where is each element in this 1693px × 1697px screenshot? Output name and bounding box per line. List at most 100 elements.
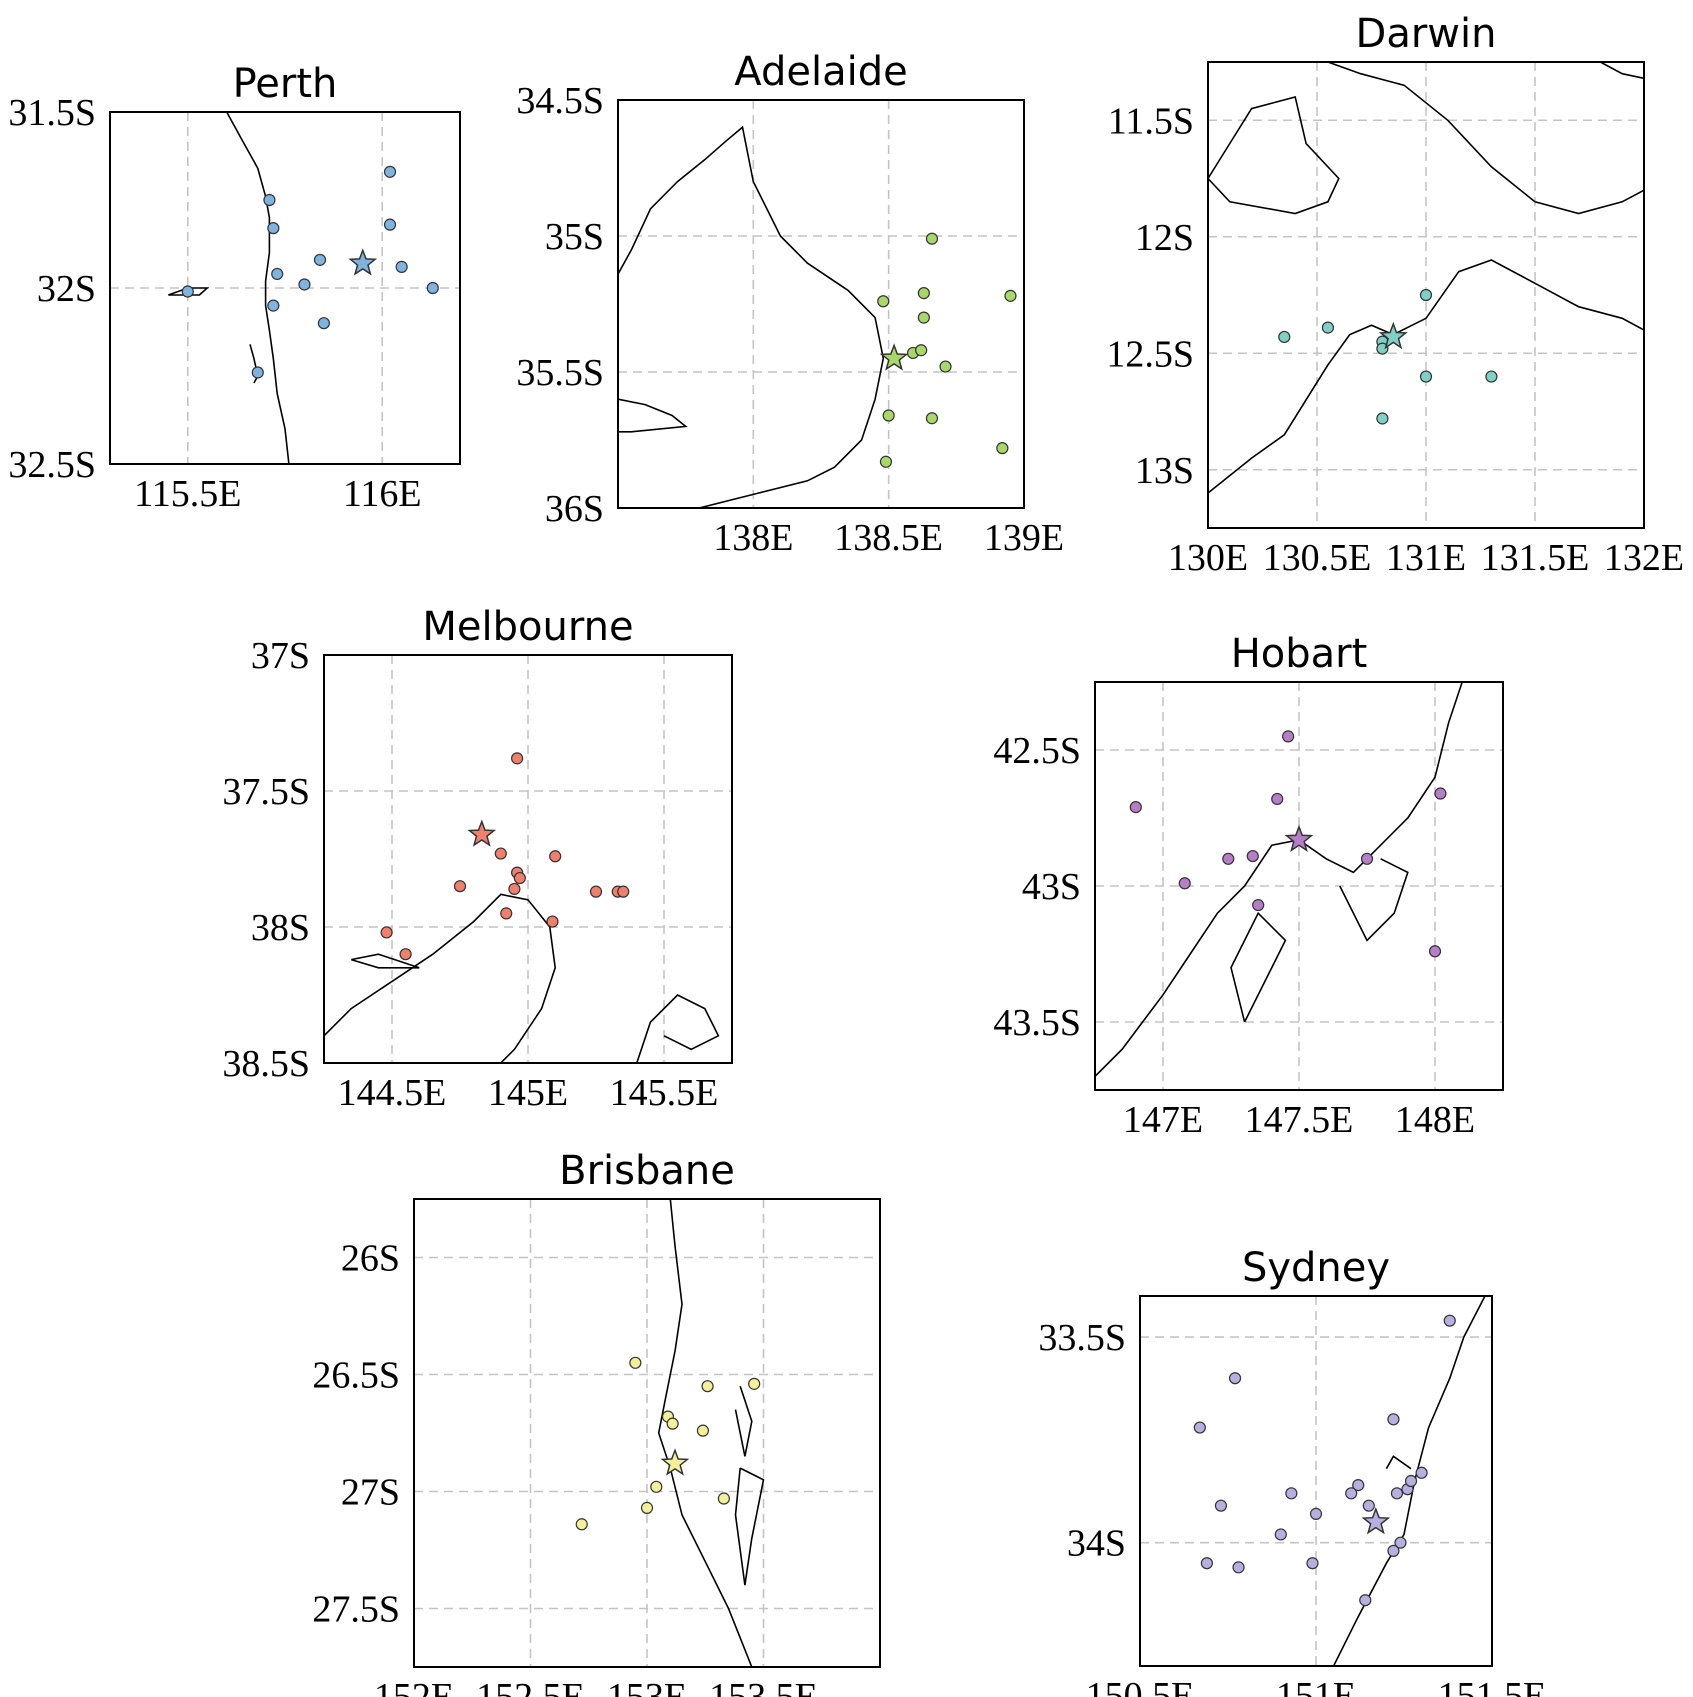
station-marker [381,927,392,938]
x-tick-label: 145E [488,1072,568,1114]
station-marker [512,753,523,764]
station-marker [315,254,326,265]
x-tick-label: 148E [1395,1099,1475,1141]
station-marker [1388,1545,1399,1556]
x-tick-label: 147E [1123,1099,1203,1141]
map-area [618,100,1024,508]
station-marker [1421,290,1432,301]
coastline [1208,97,1339,214]
x-tick-label: 115.5E [134,473,241,515]
station-marker [916,345,927,356]
station-marker [1444,1315,1455,1326]
station-marker [997,443,1008,454]
panel-title: Melbourne [422,604,633,650]
station-marker [1311,1508,1322,1519]
x-tick-label: 144.5E [338,1072,447,1114]
station-marker [883,410,894,421]
x-tick-label: 130.5E [1263,537,1372,579]
station-marker [1346,1488,1357,1499]
x-tick-label: 151E [1276,1675,1356,1697]
x-tick-label: 116E [343,473,422,515]
station-marker [1421,371,1432,382]
map-panel-perth: Perth115.5E 116E31.5S32S32.5S [8,61,460,515]
x-tick-label: 131E [1386,537,1466,579]
station-marker [396,261,407,272]
map-panel-hobart: Hobart 147E 147.5E 148E 42.5S 43S 43.5S [993,631,1503,1141]
y-tick-label: 27.5S [312,1589,400,1631]
station-marker [1130,802,1141,813]
station-marker [1307,1558,1318,1569]
y-tick-label: 12.5S [1106,333,1194,375]
station-marker [1286,1488,1297,1499]
y-tick-label: 26.5S [312,1355,400,1397]
coastline [1095,682,1462,1076]
x-tick-label: 152E [374,1676,454,1697]
coastline [324,894,555,1063]
city-center-star-icon [469,822,494,846]
y-tick-label: 12S [1135,217,1194,259]
x-tick-label: 152.5E [476,1676,585,1697]
station-marker [547,916,558,927]
station-marker [272,268,283,279]
station-marker [1430,946,1441,957]
y-tick-label: 37S [251,635,310,677]
y-tick-label: 32S [37,268,96,310]
city-center-star-icon [882,345,907,369]
map-area [1140,1296,1492,1666]
station-marker [1179,878,1190,889]
coastline [736,1468,764,1585]
y-tick-label: 35.5S [516,352,604,394]
x-tick-label: 138E [713,517,793,559]
station-marker [1253,900,1264,911]
station-marker [618,886,629,897]
station-marker [1283,731,1294,742]
station-marker [1201,1558,1212,1569]
station-marker [1435,788,1446,799]
station-marker [385,166,396,177]
station-marker [1279,331,1290,342]
panel-title: Hobart [1231,631,1368,677]
y-tick-label: 26S [341,1238,400,1280]
map-panel-darwin: Darwin 130E 130.5E 131E 131.5E 132E 11.5S 12S 12… [1106,11,1684,579]
station-marker [718,1493,729,1504]
station-marker [1362,853,1373,864]
coastline [1231,913,1285,1022]
y-tick-label: 42.5S [993,730,1081,772]
station-marker [1233,1562,1244,1573]
x-tick-label: 147.5E [1245,1099,1354,1141]
station-marker [1194,1422,1205,1433]
x-tick-label: 132E [1604,537,1684,579]
station-marker [252,367,263,378]
station-marker [1391,1488,1402,1499]
coastline [1328,62,1644,214]
station-marker [1230,1373,1241,1384]
station-marker [550,851,561,862]
coastline [618,399,686,432]
station-marker [495,848,506,859]
map-frame [618,100,1024,508]
y-tick-label: 34S [1067,1523,1126,1565]
station-marker [630,1357,641,1368]
station-marker [182,286,193,297]
x-tick-label: 151.5E [1438,1675,1547,1697]
y-tick-label: 36S [545,488,604,530]
panel-title: Perth [233,61,338,107]
coastline [618,127,883,508]
station-marker [1416,1467,1427,1478]
x-tick-label: 145.5E [610,1072,719,1114]
panel-title: Darwin [1356,11,1497,57]
map-area [414,1199,880,1667]
map-panel-adelaide: Adelaide 138E 138.5E 139E 34.5S 35S 35.5S 36S [516,49,1064,559]
station-marker [591,886,602,897]
station-marker [1005,290,1016,301]
station-marker [702,1381,713,1392]
station-marker [1215,1500,1226,1511]
panel-title: Adelaide [734,49,907,95]
panel-title: Brisbane [559,1148,735,1194]
station-marker [918,312,929,323]
station-marker [749,1378,760,1389]
station-marker [268,300,279,311]
station-marker [667,1418,678,1429]
city-center-star-icon [350,250,375,274]
